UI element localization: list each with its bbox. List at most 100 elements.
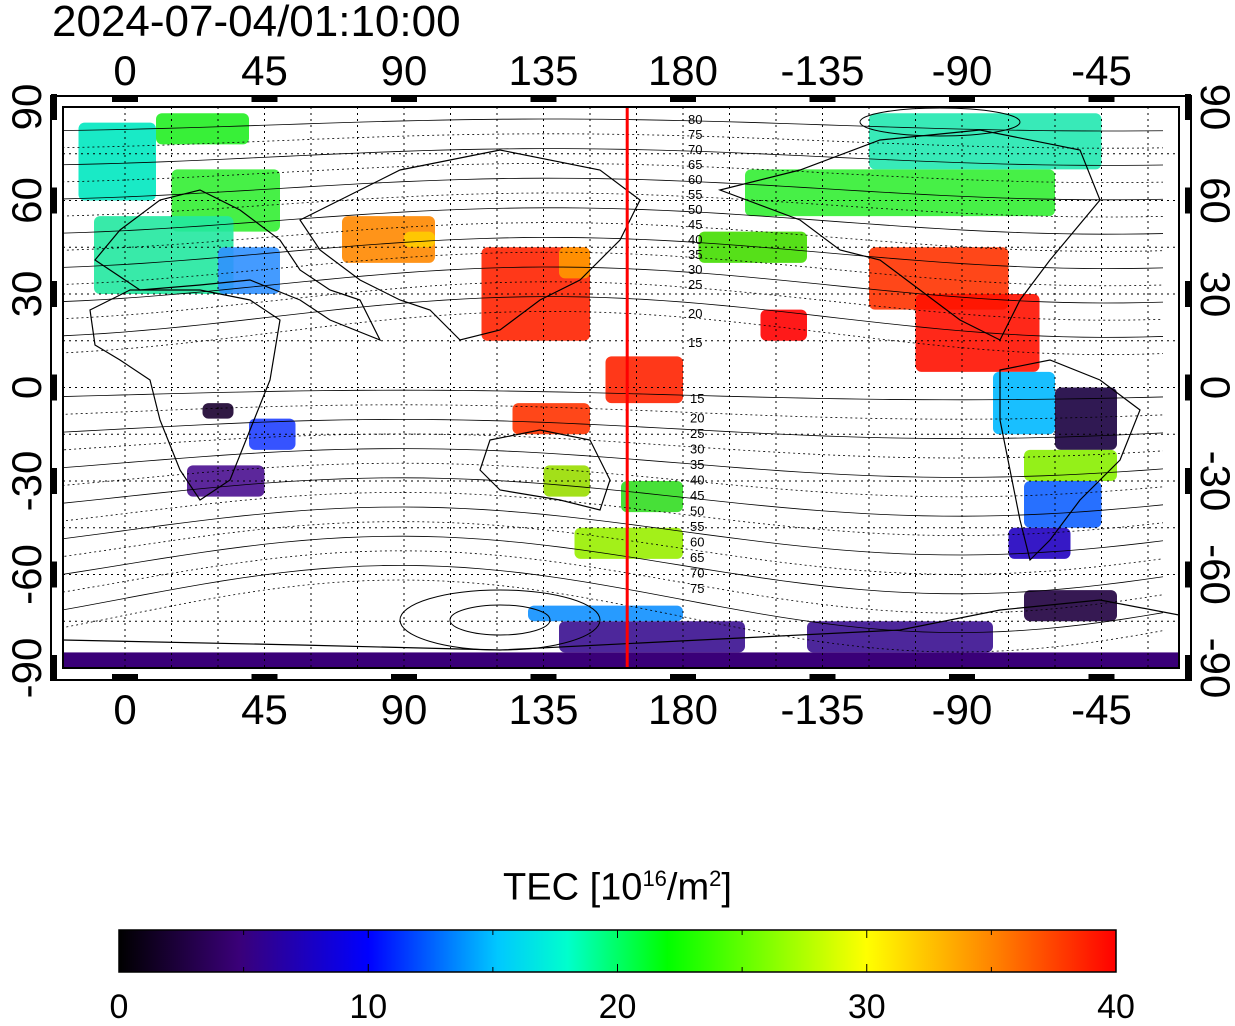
- x-tick-label-top: 90: [381, 47, 428, 94]
- x-tick-label-top: 0: [113, 47, 136, 94]
- contour-line-south: [63, 535, 1164, 595]
- coastline: [717, 129, 1101, 341]
- contour-label: 70: [690, 566, 704, 581]
- colorbar-ticks: 0 10 20 30 40: [110, 930, 1135, 1026]
- tick-mark-right: [1185, 187, 1191, 214]
- tec-region: [807, 621, 993, 653]
- tick-mark-bottom: [670, 674, 696, 680]
- contour-label: 40: [690, 473, 704, 488]
- map-border: [62, 106, 1180, 669]
- tec-region: [202, 403, 234, 419]
- tec-region: [559, 621, 745, 653]
- x-tick-label-top: -45: [1071, 47, 1132, 94]
- tick-mark-right: [1185, 468, 1191, 494]
- tec-region: [760, 309, 807, 341]
- contour-line-north: [63, 222, 1164, 252]
- tec-region: [574, 527, 683, 559]
- contour-label: 45: [688, 217, 702, 232]
- contour-line-south: [63, 433, 1164, 459]
- contour-layer: [63, 107, 1164, 653]
- tec-south-band: [63, 652, 1179, 668]
- tick-mark-right: [1185, 561, 1191, 588]
- colorbar-title-main: TEC [10: [503, 866, 643, 909]
- contour-line-north: [63, 192, 1164, 218]
- y-tick-label-left: 60: [3, 177, 50, 224]
- tick-mark-top: [391, 96, 417, 102]
- x-tick-label-bottom: 0: [113, 686, 136, 733]
- contour-label: 70: [688, 142, 702, 157]
- contour-label: 50: [690, 504, 704, 519]
- tec-region: [512, 403, 590, 435]
- tick-mark-top: [530, 96, 557, 102]
- contour-label: 25: [690, 426, 704, 441]
- tec-region: [78, 122, 156, 201]
- contour-label: 55: [688, 187, 702, 202]
- contour-line-north: [63, 163, 1164, 183]
- contour-line-north: [63, 266, 1164, 304]
- coastline: [89, 289, 281, 501]
- tick-mark-bottom: [949, 674, 975, 680]
- contour-label: 15: [690, 391, 704, 406]
- tick-mark-bottom: [391, 674, 417, 680]
- tick-mark-right: [1185, 94, 1191, 120]
- tick-mark-left: [51, 468, 57, 494]
- tec-region: [249, 418, 296, 450]
- contour-label: 65: [690, 550, 704, 565]
- x-tick-label-bottom: 45: [241, 686, 288, 733]
- contour-label: 50: [688, 202, 702, 217]
- contour-line-north: [63, 133, 1164, 149]
- tick-mark-top: [251, 96, 278, 102]
- contour-line-south: [63, 550, 1164, 614]
- tick-mark-left: [51, 655, 57, 681]
- x-tick-label-top: 45: [241, 47, 288, 94]
- contour-label: 30: [690, 442, 704, 457]
- contour-line-south: [63, 579, 1164, 653]
- x-tick-label-bottom: 90: [381, 686, 428, 733]
- contour-label: 60: [690, 535, 704, 550]
- x-tick-label-bottom: 135: [508, 686, 578, 733]
- timestamp: 2024-07-04/01:10:00: [52, 0, 461, 46]
- tick-mark-left: [51, 94, 57, 120]
- contour-label: 60: [688, 172, 702, 187]
- x-tick-label-top: 135: [508, 47, 578, 94]
- contour-label: 80: [688, 112, 702, 127]
- tick-mark-bottom: [112, 674, 138, 680]
- tec-region: [543, 465, 590, 497]
- tick-mark-right: [1185, 281, 1191, 307]
- colorbar-tick-label: 20: [599, 988, 637, 1021]
- contour-label: 55: [690, 519, 704, 534]
- contour-line-north: [63, 237, 1164, 269]
- contour-label: 75: [688, 127, 702, 142]
- coastline: [299, 149, 641, 341]
- y-tick-label-left: -30: [3, 451, 50, 512]
- tick-mark-top: [670, 96, 696, 102]
- contour-line-south: [63, 462, 1164, 498]
- x-tick-label-top: -90: [932, 47, 993, 94]
- contour-line-north: [63, 296, 1164, 338]
- y-tick-label-right: -90: [1192, 638, 1235, 699]
- colorbar-title-mid: /m: [666, 866, 710, 909]
- tick-mark-left: [51, 281, 57, 307]
- contour-line-north: [63, 148, 1164, 166]
- x-tick-label-bottom: -45: [1071, 686, 1132, 733]
- colorbar-title-exp2: 2: [709, 866, 722, 891]
- contour-line-south: [63, 477, 1164, 517]
- tick-mark-top: [949, 96, 975, 102]
- colorbar-title-exp1: 16: [642, 866, 667, 891]
- tick-mark-bottom: [530, 674, 557, 680]
- contour-line-south: [63, 404, 1164, 420]
- tick-mark-right: [1185, 655, 1191, 681]
- colorbar-tick-label: 10: [349, 988, 387, 1021]
- x-tick-label-bottom: 180: [648, 686, 718, 733]
- contour-label: 20: [688, 306, 702, 321]
- tick-mark-right: [1185, 374, 1191, 401]
- coastline: [479, 429, 611, 511]
- contour-labels: 8075706560555045403530252015152025303540…: [688, 112, 704, 596]
- contour-label: 35: [690, 457, 704, 472]
- tec-region: [869, 113, 1102, 170]
- y-tick-label-left: 90: [3, 84, 50, 131]
- tick-mark-left: [51, 187, 57, 214]
- x-tick-label-top: 180: [648, 47, 718, 94]
